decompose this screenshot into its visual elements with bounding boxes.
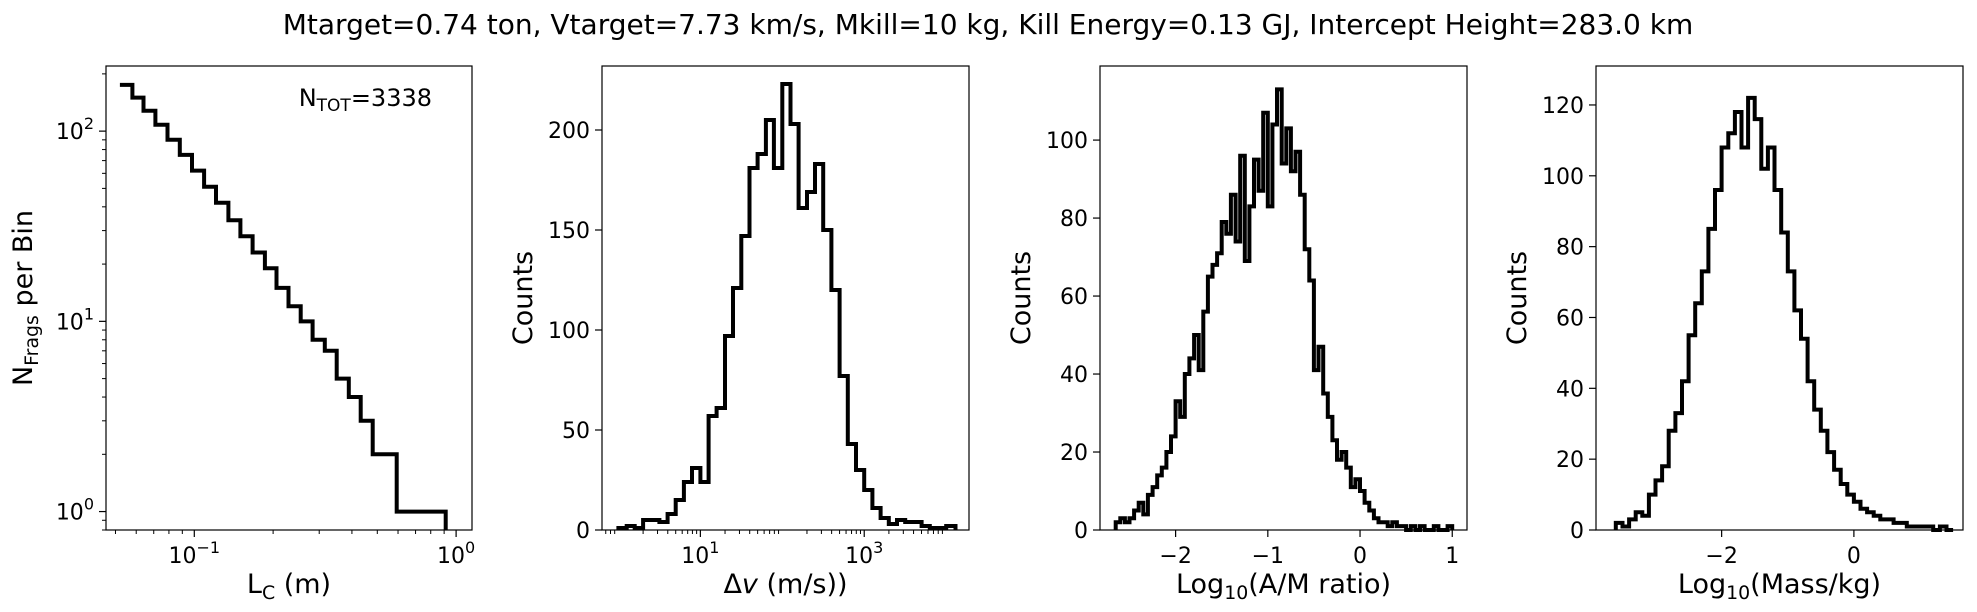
chart-panel-1: 10−1 100 100 101 102 LC (m) NFrags per Bin NTOT… (8, 65, 475, 604)
x-axis-label: LC (m) (247, 569, 331, 604)
y-tick-label: 0 (1570, 519, 1584, 544)
y-tick-label: 60 (1060, 285, 1088, 310)
x-tick-label: 0 (1353, 544, 1367, 569)
x-tick-label: 101 (681, 538, 719, 569)
total-count-annotation: NTOT=3338 (299, 84, 432, 116)
y-tick-label: 101 (56, 304, 94, 335)
y-tick-label: 102 (56, 114, 94, 145)
y-tick-label: 100 (1046, 129, 1088, 154)
axes-frame (1595, 65, 1964, 531)
y-tick-label: 50 (562, 419, 590, 444)
x-tick-label: 103 (845, 538, 883, 569)
x-axis-label: Δv (m/s)) (723, 569, 847, 600)
y-axis-label: Counts (1502, 251, 1533, 345)
figure-suptitle: Mtarget=0.74 ton, Vtarget=7.73 km/s, Mki… (283, 8, 1694, 41)
chart-panel-4: −2 0 0 20 40 60 80 100 120 Log10(Mass/kg) Counts (1502, 65, 1964, 604)
y-tick-label: 40 (1556, 377, 1584, 402)
axes-frame (601, 65, 970, 531)
y-tick-label: 100 (548, 319, 590, 344)
x-tick-label: 10−1 (168, 538, 220, 569)
y-axis-label: NFrags per Bin (8, 210, 43, 386)
y-tick-label: 20 (1556, 448, 1584, 473)
y-tick-label: 0 (1074, 519, 1088, 544)
histogram-series-1 (119, 82, 448, 530)
y-tick-label: 150 (548, 219, 590, 244)
y-tick-label: 20 (1060, 441, 1088, 466)
histogram-series-4 (1613, 95, 1954, 532)
y-tick-label: 40 (1060, 363, 1088, 388)
x-tick-label: −1 (1252, 544, 1284, 569)
y-tick-label: 100 (56, 495, 94, 526)
x-tick-label: 100 (437, 538, 475, 569)
histogram-series-2 (616, 82, 958, 530)
chart-panel-2: 101 103 0 50 100 150 200 Δv (m/s)) Counts (508, 65, 970, 600)
y-tick-label: 60 (1556, 306, 1584, 331)
y-tick-label: 100 (1542, 165, 1584, 190)
x-axis-label: Log10(A/M ratio) (1176, 569, 1391, 604)
y-tick-label: 0 (576, 519, 590, 544)
x-tick-label: −2 (1705, 544, 1737, 569)
y-tick-label: 120 (1542, 94, 1584, 119)
y-tick-label: 80 (1060, 207, 1088, 232)
histogram-series-3 (1113, 87, 1455, 532)
y-axis-label: Counts (1006, 251, 1037, 345)
y-axis-label: Counts (508, 251, 539, 345)
x-tick-label: −2 (1159, 544, 1191, 569)
x-axis-label: Log10(Mass/kg) (1678, 569, 1881, 604)
axes-frame (105, 65, 473, 531)
x-tick-label: 1 (1445, 544, 1459, 569)
axes-frame (1099, 65, 1468, 531)
y-tick-label: 200 (548, 119, 590, 144)
y-tick-label: 80 (1556, 236, 1584, 261)
x-tick-label: 0 (1847, 544, 1861, 569)
